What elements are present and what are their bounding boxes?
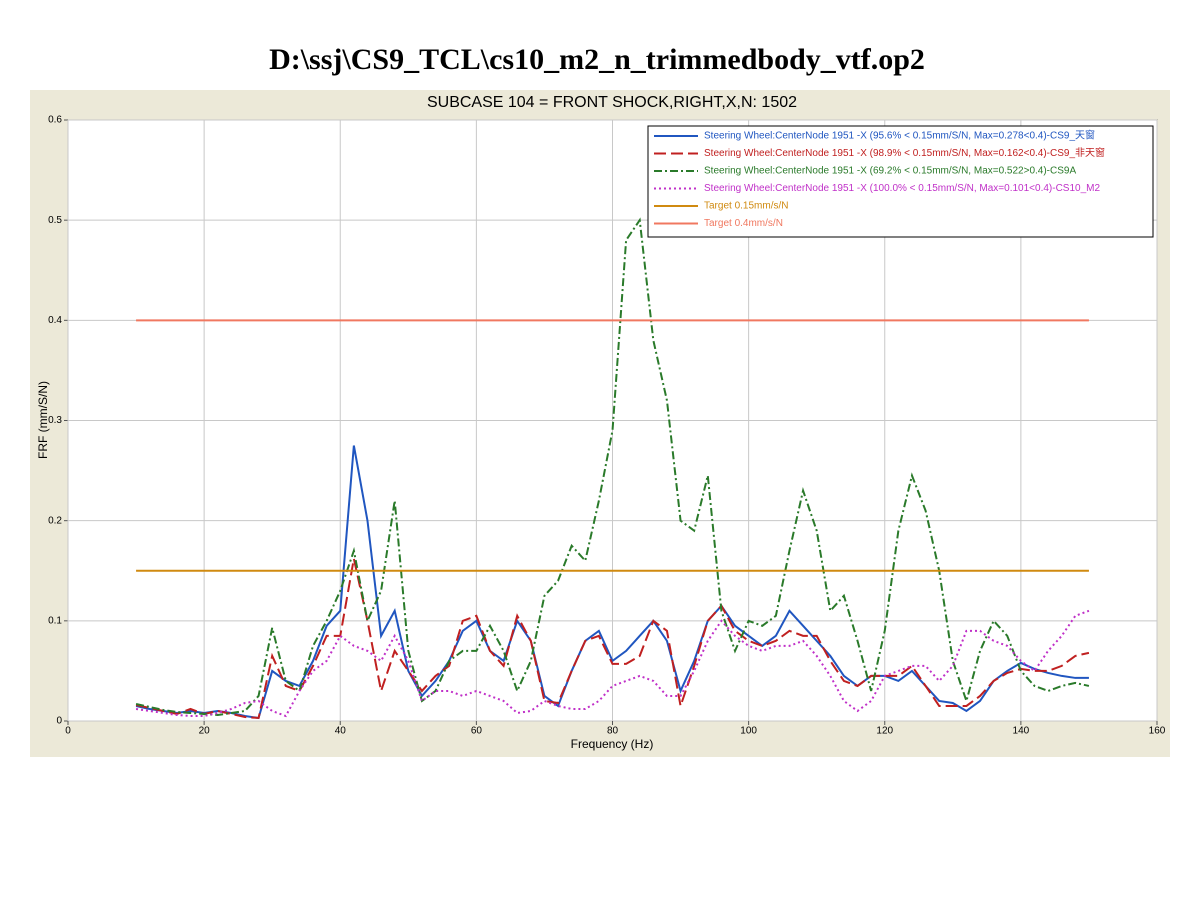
chart-title: D:\ssj\CS9_TCL\cs10_m2_n_trimmedbody_vtf… <box>269 43 925 76</box>
x-tick-label: 140 <box>1013 726 1030 737</box>
y-tick-label: 0.3 <box>48 415 62 426</box>
series-line <box>135 558 1090 720</box>
x-tick-label: 100 <box>740 726 757 737</box>
y-tick-label: 0.1 <box>48 615 62 626</box>
x-tick-label: 20 <box>199 726 211 737</box>
legend-label: Steering Wheel:CenterNode 1951 -X (69.2%… <box>704 166 1076 177</box>
x-tick-label: 80 <box>607 726 619 737</box>
legend-label: Steering Wheel:CenterNode 1951 -X (100.0… <box>704 183 1100 194</box>
y-tick-label: 0.2 <box>48 515 62 526</box>
x-tick-label: 60 <box>471 726 483 737</box>
y-tick-label: 0 <box>56 716 62 727</box>
y-tick-label: 0.5 <box>48 215 62 226</box>
y-tick-label: 0.4 <box>48 315 62 326</box>
legend-label: Target 0.15mm/s/N <box>704 201 788 212</box>
legend-label: Steering Wheel:CenterNode 1951 -X (98.9%… <box>704 146 1105 159</box>
legend-box <box>647 125 1154 238</box>
y-tick-label: 0.6 <box>48 115 62 126</box>
x-tick-label: 40 <box>335 726 347 737</box>
series-line <box>135 609 1090 718</box>
x-tick-label: 160 <box>1149 726 1166 737</box>
x-axis-label: Frequency (Hz) <box>571 737 654 751</box>
x-tick-label: 120 <box>876 726 893 737</box>
chart-subtitle: SUBCASE 104 = FRONT SHOCK,RIGHT,X,N: 150… <box>427 94 797 111</box>
legend-label: Steering Wheel:CenterNode 1951 -X (95.6%… <box>704 129 1095 142</box>
x-tick-label: 0 <box>65 726 71 737</box>
legend-label: Target 0.4mm/s/N <box>704 218 783 229</box>
y-axis-label: FRF (mm/S/N) <box>36 381 50 459</box>
